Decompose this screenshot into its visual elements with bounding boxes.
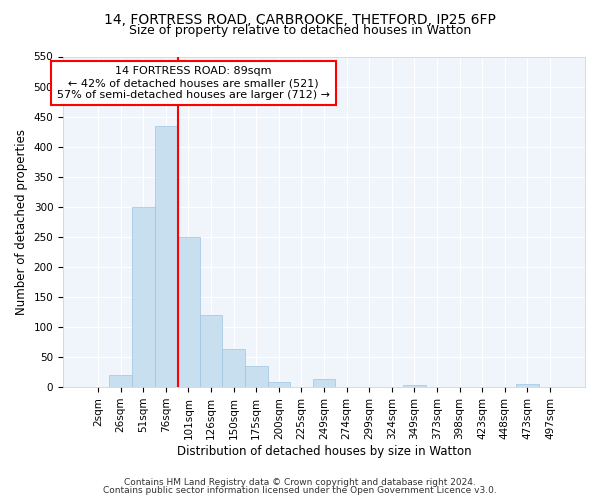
Bar bbox=[177, 237, 200, 387]
X-axis label: Distribution of detached houses by size in Watton: Distribution of detached houses by size … bbox=[177, 444, 472, 458]
Bar bbox=[313, 380, 335, 387]
Text: Contains public sector information licensed under the Open Government Licence v3: Contains public sector information licen… bbox=[103, 486, 497, 495]
Bar bbox=[268, 382, 290, 387]
Bar bbox=[200, 315, 223, 387]
Bar bbox=[155, 126, 177, 387]
Bar bbox=[245, 366, 268, 387]
Bar bbox=[109, 375, 132, 387]
Text: Contains HM Land Registry data © Crown copyright and database right 2024.: Contains HM Land Registry data © Crown c… bbox=[124, 478, 476, 487]
Bar bbox=[132, 207, 155, 387]
Y-axis label: Number of detached properties: Number of detached properties bbox=[15, 129, 28, 315]
Bar bbox=[403, 386, 425, 387]
Bar bbox=[516, 384, 539, 387]
Text: 14, FORTRESS ROAD, CARBROOKE, THETFORD, IP25 6FP: 14, FORTRESS ROAD, CARBROOKE, THETFORD, … bbox=[104, 12, 496, 26]
Text: 14 FORTRESS ROAD: 89sqm
← 42% of detached houses are smaller (521)
57% of semi-d: 14 FORTRESS ROAD: 89sqm ← 42% of detache… bbox=[57, 66, 330, 100]
Bar bbox=[223, 349, 245, 387]
Text: Size of property relative to detached houses in Watton: Size of property relative to detached ho… bbox=[129, 24, 471, 37]
